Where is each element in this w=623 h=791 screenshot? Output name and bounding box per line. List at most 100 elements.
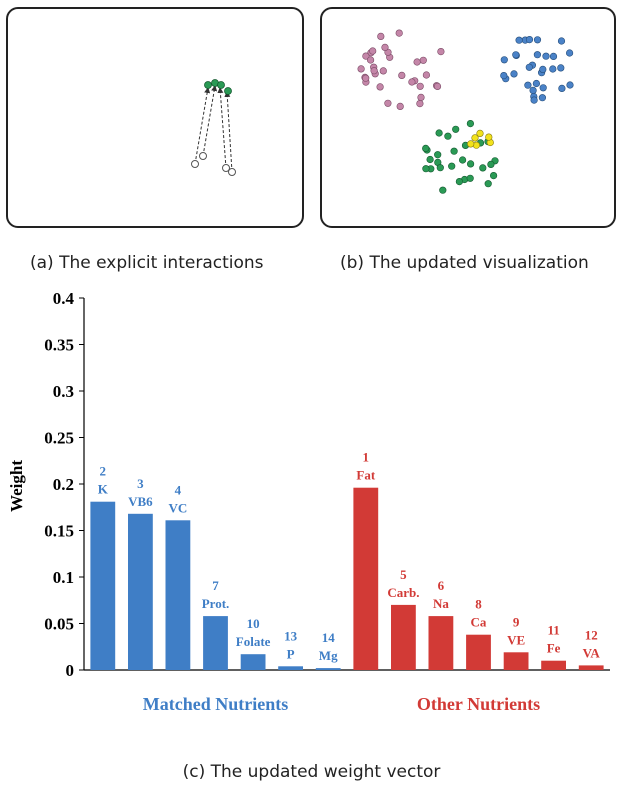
start-points — [191, 152, 236, 176]
moved-points[interactable] — [204, 79, 232, 95]
scatter-point — [408, 78, 416, 86]
bar — [428, 616, 454, 670]
bar — [240, 654, 266, 670]
scatter-point — [525, 63, 533, 71]
scatter-point — [419, 56, 427, 64]
bars: 2 K 3 VB6 4 VC 7 Prot. 10 Folate 13 P 14 Mg 1 Fat 5 Carb.… — [90, 450, 604, 670]
scatter-point — [437, 47, 445, 56]
scatter-point — [538, 94, 546, 102]
bar-nutrient-label: Mg — [319, 648, 338, 663]
explicit-interactions-panel — [6, 7, 304, 228]
scatter-point — [512, 51, 520, 59]
scatter-point — [484, 180, 492, 188]
scatter-point — [515, 36, 523, 44]
scatter-point — [450, 147, 458, 155]
y-tick-label: 0 — [66, 661, 75, 680]
bar — [90, 501, 116, 670]
scatter-point — [436, 164, 444, 172]
bar-nutrient-label: VE — [507, 632, 525, 647]
scatter-point — [500, 56, 508, 64]
scatter-point — [510, 70, 518, 78]
scatter-point — [379, 67, 387, 75]
scatter-point — [433, 82, 442, 90]
bar-rank-label: 5 — [400, 567, 407, 582]
group-label: Other Nutrients — [417, 694, 540, 714]
bar — [165, 520, 191, 670]
scatter-point — [533, 51, 541, 59]
scatter-point — [467, 140, 475, 148]
scatter-point — [384, 99, 392, 107]
y-tick-label: 0.2 — [53, 475, 74, 494]
interaction-canvas — [191, 79, 236, 176]
scatter-point — [466, 119, 474, 128]
y-axis-label: Weight — [7, 460, 26, 512]
bar-nutrient-label: Carb. — [387, 585, 419, 600]
scatter-point — [490, 172, 498, 180]
drag-arrows — [194, 85, 233, 173]
scatter-point — [557, 37, 566, 45]
scatter-point — [416, 99, 424, 108]
updated-visualization-panel — [320, 7, 616, 228]
y-tick-label: 0.35 — [44, 336, 74, 355]
scatter-point — [422, 71, 430, 79]
y-tick-label: 0.05 — [44, 615, 74, 634]
scatter-point — [471, 134, 479, 142]
bar-nutrient-label: VA — [583, 645, 601, 660]
bar — [128, 513, 153, 670]
bar — [541, 660, 566, 670]
bar — [315, 668, 341, 670]
y-tick-label: 0.15 — [44, 522, 74, 541]
scatter-point — [485, 133, 493, 141]
scatter-point — [533, 36, 542, 44]
scatter-point — [426, 155, 434, 164]
y-tick-label: 0.3 — [53, 382, 74, 401]
scatter-point — [448, 162, 456, 170]
scatter-point — [549, 52, 558, 61]
caption-c: (c) The updated weight vector — [182, 762, 441, 782]
weight-bar-chart: Weight 0 0.05 0.1 0.15 0.2 0.25 0.3 0.35 0.4 2 K 3… — [7, 289, 610, 714]
scatter-point — [529, 86, 537, 94]
bar — [466, 634, 491, 670]
caption-b: (b) The updated visualization — [340, 253, 589, 273]
bar-nutrient-label: Fat — [356, 468, 375, 483]
bar-nutrient-label: Ca — [471, 615, 487, 630]
bar-nutrient-label: P — [287, 646, 295, 661]
scatter-point — [487, 160, 495, 168]
scatter-point — [362, 52, 370, 60]
scatter-point — [525, 36, 534, 44]
bar-rank-label: 8 — [475, 597, 482, 612]
scatter-point — [466, 174, 474, 182]
bar-rank-label: 13 — [284, 628, 298, 643]
scatter-point — [524, 81, 532, 89]
bar-rank-label: 10 — [247, 616, 260, 631]
scatter-point — [422, 144, 430, 152]
y-tick-label: 0.4 — [53, 289, 75, 308]
y-tick-label: 0.1 — [53, 568, 74, 587]
scatter-point — [549, 65, 557, 73]
bar-nutrient-label: K — [98, 482, 109, 497]
scatter-point — [377, 32, 385, 41]
group-label: Matched Nutrients — [143, 694, 288, 714]
scatter-point — [398, 71, 406, 80]
bar — [391, 604, 416, 670]
bar-rank-label: 7 — [212, 578, 219, 593]
scatter-canvas — [357, 29, 574, 194]
scatter-point — [370, 67, 378, 75]
scatter-point — [395, 29, 403, 37]
scatter-point — [476, 129, 484, 137]
bar — [203, 616, 228, 670]
scatter-point — [500, 71, 508, 80]
group-labels: Matched Nutrients Other Nutrients — [143, 694, 540, 714]
scatter-point — [413, 58, 421, 66]
bar — [503, 652, 529, 670]
scatter-point — [532, 79, 540, 88]
scatter-point — [444, 132, 452, 140]
bar-rank-label: 2 — [100, 464, 107, 479]
scatter-point — [435, 129, 443, 137]
scatter-point — [557, 64, 565, 72]
scatter-point — [422, 165, 430, 173]
scatter-point — [376, 83, 384, 91]
pink-cluster — [357, 29, 445, 110]
scatter-point — [479, 164, 487, 172]
scatter-point — [366, 56, 375, 64]
